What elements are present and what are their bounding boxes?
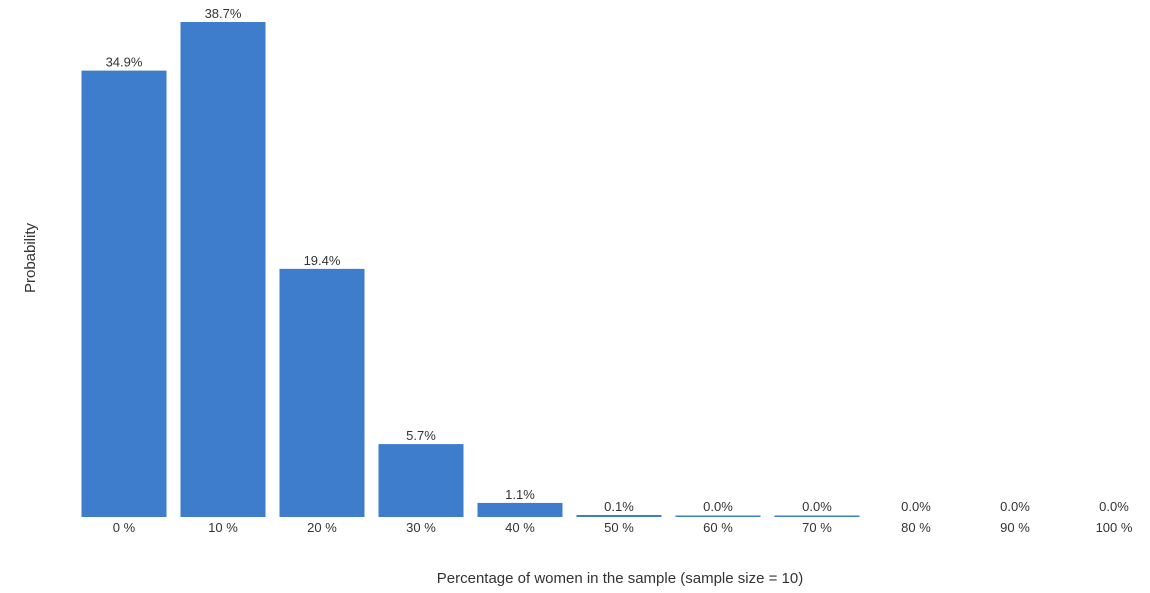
x-tick-label-8: 80 % — [901, 520, 931, 535]
x-tick-label-3: 30 % — [406, 520, 436, 535]
bar-1 — [180, 22, 266, 517]
data-label-5: 0.1% — [604, 499, 634, 514]
bar-6 — [675, 515, 761, 517]
x-tick-label-2: 20 % — [307, 520, 337, 535]
data-label-8: 0.0% — [901, 499, 931, 514]
bar-5 — [576, 515, 662, 517]
x-tick-label-10: 100 % — [1096, 520, 1133, 535]
data-label-4: 1.1% — [505, 487, 535, 502]
data-label-3: 5.7% — [406, 428, 436, 443]
x-tick-label-4: 40 % — [505, 520, 535, 535]
x-tick-label-1: 10 % — [208, 520, 238, 535]
data-label-2: 19.4% — [304, 253, 341, 268]
x-tick-label-6: 60 % — [703, 520, 733, 535]
bar-2 — [279, 268, 365, 517]
x-tick-label-9: 90 % — [1000, 520, 1030, 535]
data-label-6: 0.0% — [703, 499, 733, 514]
x-tick-label-5: 50 % — [604, 520, 634, 535]
data-label-7: 0.0% — [802, 499, 832, 514]
x-tick-label-7: 70 % — [802, 520, 832, 535]
data-label-10: 0.0% — [1099, 499, 1129, 514]
x-tick-label-0: 0 % — [113, 520, 136, 535]
x-axis-title: Percentage of women in the sample (sampl… — [437, 570, 803, 587]
data-label-9: 0.0% — [1000, 499, 1030, 514]
bar-4 — [477, 502, 563, 517]
bar-0 — [81, 70, 167, 518]
data-label-1: 38.7% — [205, 6, 242, 21]
bar-7 — [774, 515, 860, 517]
bar-3 — [378, 444, 464, 517]
plot-area: 34.9% 0 % 38.7% 10 % 19.4% 20 % 5.7% 30 % 1.1% 40… — [81, 6, 1133, 535]
data-label-0: 34.9% — [106, 55, 143, 70]
y-axis-title: Probability — [22, 222, 39, 293]
